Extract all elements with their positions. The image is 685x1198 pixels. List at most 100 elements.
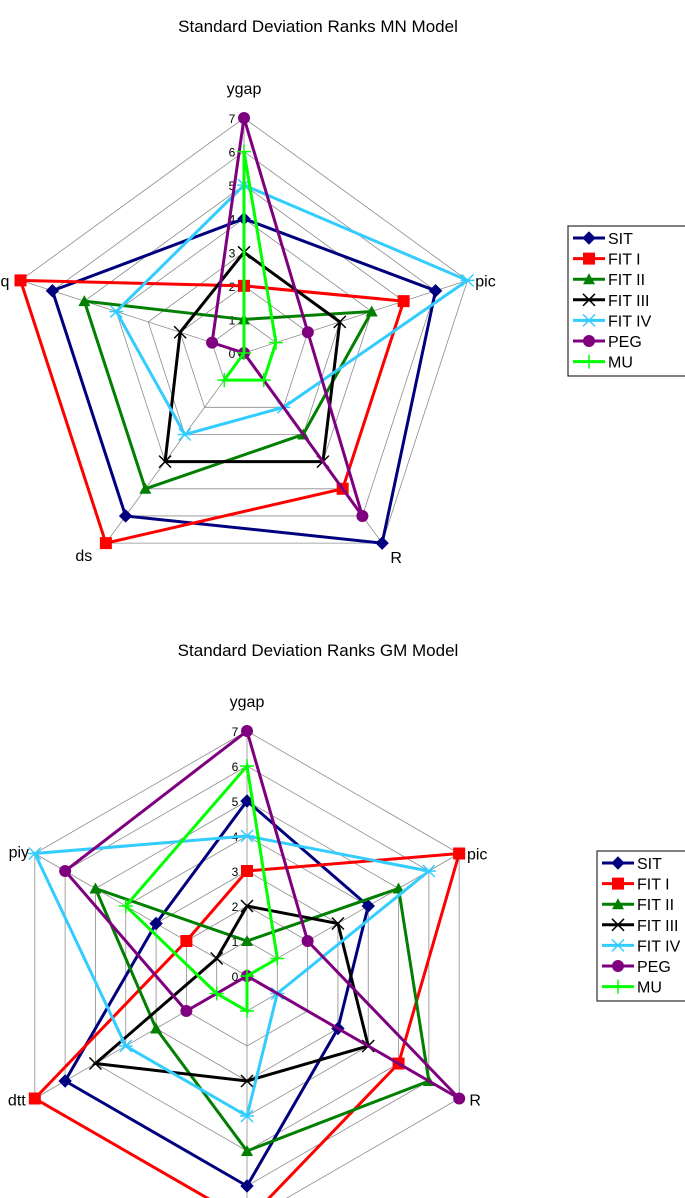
data-point [240,1004,254,1018]
legend-entry: SIT [608,231,633,248]
data-point [139,482,152,494]
grid-ring [51,151,437,517]
data-point [268,335,283,350]
data-point [238,112,250,124]
data-point [58,1074,72,1088]
tick-label: 0 [229,347,236,361]
grid-spoke [105,352,245,544]
data-point [365,305,378,317]
radar-chart-1: 01234567ygappicRdsdttpiy [8,694,487,1198]
tick-label: 0 [232,970,239,984]
data-point [14,274,27,287]
series-line-peg [210,117,364,517]
grid-ring [179,285,309,408]
tick-label: 7 [232,725,239,739]
data-point [237,346,251,360]
legend-marker [582,231,596,245]
legend-marker [612,960,624,972]
grid-ring [20,117,468,544]
legend-entry: FIT I [608,252,641,269]
data-point [118,899,133,913]
chart-title-mn: Standard Deviation Ranks MN Model [178,17,458,36]
data-point [240,829,254,843]
data-point [256,373,271,388]
legend-marker [582,293,596,307]
data-point [356,509,369,522]
data-point [237,144,251,159]
tick-label: 3 [229,246,236,260]
data-point [109,304,124,319]
data-point [333,315,347,329]
data-point [331,916,345,931]
axis-label-pic: pic [467,847,487,864]
data-point [460,273,475,287]
axis-label-pic: pic [475,273,495,290]
data-point [241,935,253,946]
legend-marker [611,918,625,932]
data-point [59,865,72,877]
data-point [209,986,224,1001]
legend-entry: FIT II [608,272,645,289]
axis-label-dq: dq [0,273,9,290]
legend-marker [611,938,625,952]
chart-title-gm: Standard Deviation Ranks GM Model [178,641,459,660]
tick-label: 7 [229,112,236,126]
legend-marker [611,979,625,994]
data-point [180,1005,193,1017]
tick-label: 6 [232,760,239,774]
data-point [217,373,232,388]
data-point [453,847,466,860]
legend-marker [612,877,624,890]
tick-label: 3 [232,865,239,879]
grid-spoke [243,280,468,354]
axis-label-R: R [390,550,402,567]
legend-entry: PEG [637,959,671,976]
data-point [361,899,375,913]
data-point [180,935,193,947]
legend-marker [611,856,625,870]
axis-label-ygap: ygap [227,81,262,98]
legend-marker [583,273,595,285]
data-point [27,846,42,861]
tick-label: 2 [232,900,239,914]
data-point [206,336,219,349]
legend-entry: FIT II [637,897,674,914]
tick-label: 1 [229,313,236,327]
data-point [301,935,314,947]
data-point [150,1022,163,1034]
data-point [158,455,172,469]
axis-label-piy: piy [9,845,29,862]
legend-marker [583,252,595,265]
series-line-mu [221,151,278,382]
data-point [45,284,60,298]
data-point [240,899,254,913]
data-point [210,951,224,966]
data-point [99,537,112,550]
axis-label-R: R [469,1093,481,1110]
data-point [453,1092,466,1105]
data-point [241,865,253,877]
tick-label: 5 [232,795,239,809]
tick-label: 1 [232,935,239,949]
data-point [241,725,253,737]
legend-marker [583,335,595,347]
legend-entry: SIT [637,856,662,873]
data-point [173,325,187,339]
data-point [177,427,192,442]
legend-entry: FIT IV [637,938,681,955]
data-point [240,969,254,983]
tick-label: 4 [229,213,236,227]
radar-chart-0: 01234567ygappicRdsdq [0,81,496,567]
data-point [240,1109,254,1123]
legend-marker [612,898,624,910]
series-line-fit-iii [163,250,342,464]
data-point [149,916,163,931]
legend-marker [582,354,596,369]
data-point [301,326,314,339]
data-point [240,759,254,773]
data-point [392,882,405,894]
data-point [240,1074,254,1088]
data-point [89,882,102,894]
legend-marker [582,313,596,327]
